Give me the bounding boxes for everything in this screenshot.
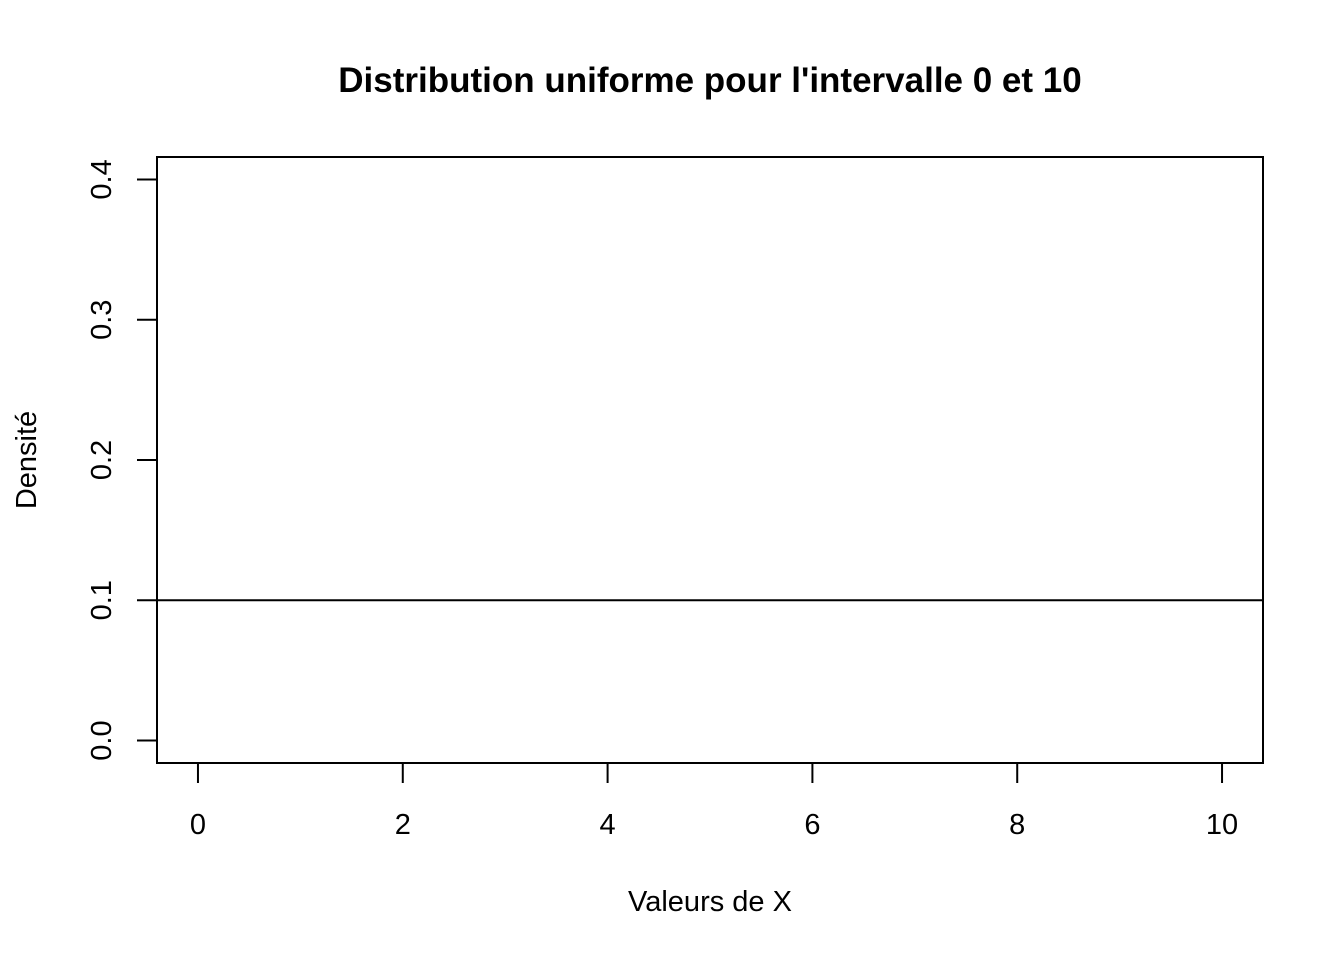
y-axis: 0.0 0.1 0.2 0.3 0.4 [86,159,158,761]
y-tick-label: 0.4 [86,159,118,199]
y-tick-label: 0.3 [86,300,118,340]
x-tick-label: 10 [1206,809,1238,841]
x-axis: 0 2 4 6 8 10 [190,762,1238,841]
y-axis-label: Densité [11,411,43,509]
y-tick-label: 0.0 [86,720,118,760]
x-axis-label: Valeurs de X [628,886,792,918]
x-tick-label: 4 [600,809,616,841]
y-tick-label: 0.2 [86,440,118,480]
x-tick-label: 8 [1009,809,1025,841]
x-tick-label: 2 [395,809,411,841]
x-tick-label: 6 [804,809,820,841]
x-tick-label: 0 [190,809,206,841]
plot-area-frame [156,156,1264,764]
y-tick-label: 0.1 [86,580,118,620]
chart-title: Distribution uniforme pour l'intervalle … [338,61,1081,100]
